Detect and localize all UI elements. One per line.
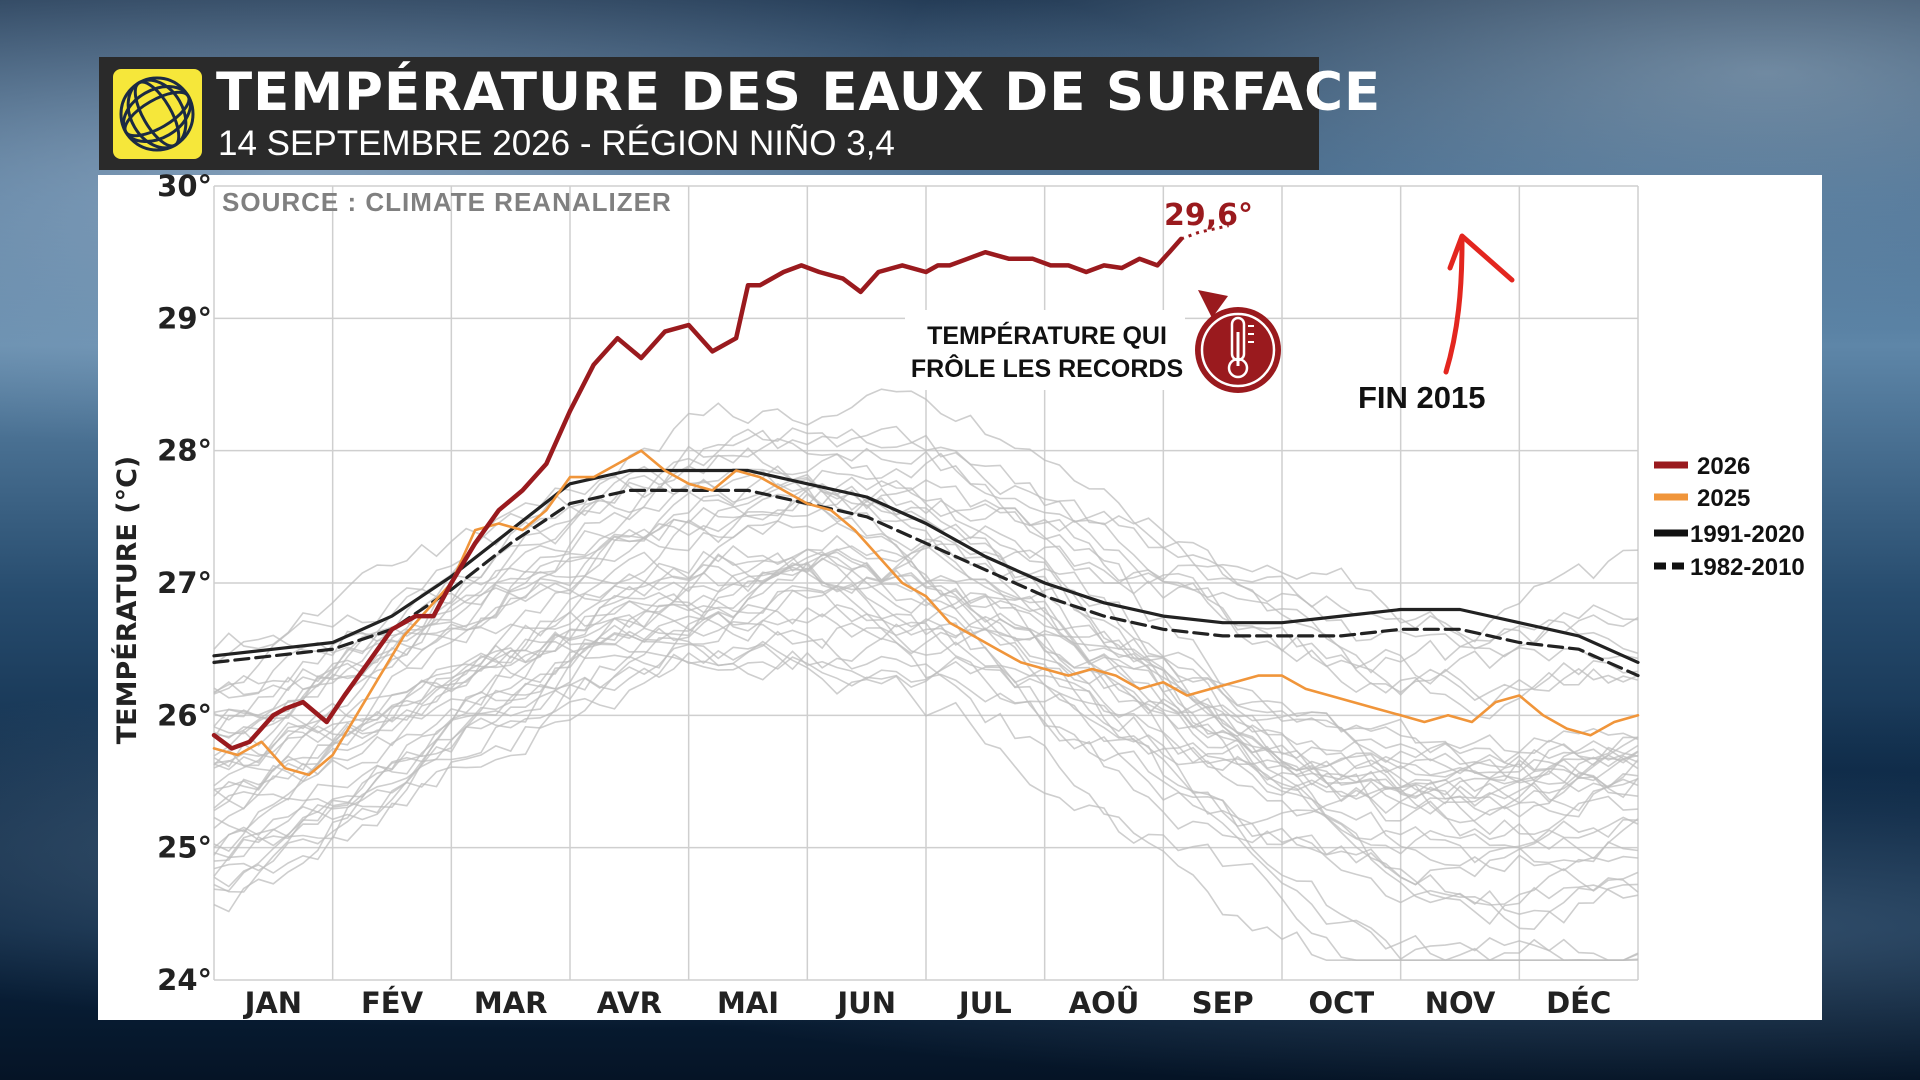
record-annotation-line2: FRÔLE LES RECORDS bbox=[911, 353, 1183, 383]
globe-logo-icon bbox=[113, 69, 202, 159]
y-axis-label: TEMPÉRATURE (°C) bbox=[111, 456, 143, 745]
historical-line bbox=[213, 631, 1639, 860]
historical-line bbox=[213, 478, 1639, 815]
y-tick-label: 30° bbox=[157, 169, 212, 203]
historical-line bbox=[213, 603, 1639, 924]
fin-2015-arrow bbox=[1443, 239, 1465, 375]
series-line-1991-2020 bbox=[212, 468, 1640, 665]
historical-line bbox=[213, 584, 1639, 906]
fin-2015-arrowhead bbox=[1447, 233, 1515, 283]
x-tick-label: MAI bbox=[717, 986, 779, 1020]
historical-line bbox=[213, 637, 1639, 962]
historical-line bbox=[213, 545, 1639, 862]
x-tick-label: JUN bbox=[835, 986, 896, 1020]
historical-line bbox=[213, 552, 1639, 962]
historical-line bbox=[213, 557, 1639, 807]
x-tick-label: OCT bbox=[1308, 986, 1374, 1020]
historical-line bbox=[213, 388, 1639, 693]
x-tick-label: JUL bbox=[957, 986, 1012, 1020]
x-tick-label: FÉV bbox=[361, 986, 424, 1020]
historical-line bbox=[213, 563, 1639, 962]
legend-label-2025: 2025 bbox=[1697, 485, 1750, 512]
historical-line bbox=[213, 483, 1639, 864]
y-ticks: 24° 25° 26° 27° 28° 29° 30° bbox=[157, 169, 212, 997]
thermometer-icon bbox=[1195, 290, 1281, 393]
title-bar bbox=[99, 57, 1319, 170]
record-annotation-line1: TEMPÉRATURE QUI bbox=[927, 321, 1167, 350]
fin-2015-label: FIN 2015 bbox=[1358, 380, 1486, 415]
historical-line bbox=[213, 453, 1639, 864]
x-tick-label: SEP bbox=[1192, 986, 1254, 1020]
legend: 2026 2025 1991-2020 1982-2010 bbox=[1654, 453, 1805, 581]
legend-label-1982-2010: 1982-2010 bbox=[1690, 554, 1805, 581]
historical-line bbox=[213, 488, 1639, 702]
series-2026-projection bbox=[1180, 224, 1229, 241]
historical-line bbox=[213, 465, 1639, 769]
historical-line bbox=[213, 452, 1639, 695]
historical-lines bbox=[213, 388, 1639, 962]
series-lines bbox=[211, 224, 1640, 777]
historical-line bbox=[213, 425, 1639, 767]
y-tick-label: 29° bbox=[157, 301, 212, 335]
page-title: TEMPÉRATURE DES EAUX DE SURFACE bbox=[216, 62, 1382, 123]
x-tick-label: AOÛ bbox=[1069, 986, 1140, 1020]
legend-label-1991-2020: 1991-2020 bbox=[1690, 521, 1805, 548]
y-tick-label: 25° bbox=[157, 831, 212, 865]
historical-line bbox=[213, 548, 1639, 849]
legend-label-2026: 2026 bbox=[1697, 453, 1750, 480]
x-tick-label: MAR bbox=[474, 986, 548, 1020]
historical-line bbox=[213, 520, 1639, 809]
y-tick-label: 27° bbox=[157, 566, 212, 600]
page-subtitle: 14 SEPTEMBRE 2026 - RÉGION NIÑO 3,4 bbox=[218, 124, 895, 163]
historical-line bbox=[213, 567, 1639, 775]
historical-line bbox=[213, 437, 1639, 727]
x-ticks: JAN FÉV MAR AVR MAI JUN JUL AOÛ SEP OCT NOV DÉC bbox=[243, 986, 1612, 1020]
series-line-1982-2010 bbox=[212, 488, 1640, 678]
historical-line bbox=[213, 550, 1639, 803]
source-label: SOURCE : CLIMATE REANALIZER bbox=[222, 187, 672, 217]
historical-line bbox=[213, 486, 1639, 778]
peak-label: 29,6° bbox=[1164, 198, 1253, 233]
y-tick-label: 28° bbox=[157, 434, 212, 468]
record-annotation-box bbox=[905, 310, 1185, 390]
x-tick-label: JAN bbox=[243, 986, 303, 1020]
x-tick-label: NOV bbox=[1425, 986, 1496, 1020]
historical-line bbox=[213, 650, 1639, 931]
historical-line bbox=[213, 534, 1639, 797]
x-tick-label: AVR bbox=[597, 986, 662, 1020]
x-tick-label: DÉC bbox=[1546, 986, 1611, 1020]
y-tick-label: 24° bbox=[157, 963, 212, 997]
series-line-2026 bbox=[211, 236, 1184, 751]
y-tick-label: 26° bbox=[157, 698, 212, 732]
historical-line bbox=[213, 465, 1639, 720]
